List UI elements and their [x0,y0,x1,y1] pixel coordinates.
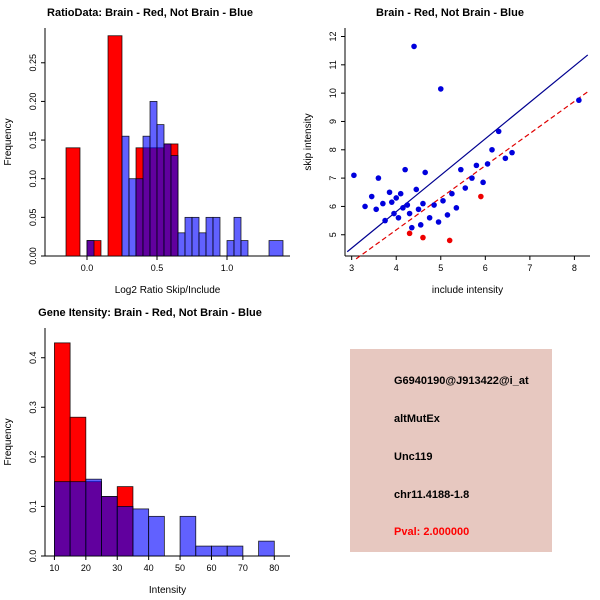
svg-text:skip intensity: skip intensity [303,113,314,170]
svg-text:3: 3 [349,263,354,273]
svg-text:Brain - Red, Not Brain - Blue: Brain - Red, Not Brain - Blue [376,7,524,19]
svg-text:8: 8 [328,147,338,152]
svg-text:8: 8 [572,263,577,273]
svg-text:60: 60 [206,563,216,573]
svg-text:Intensity: Intensity [149,585,186,596]
svg-text:1.0: 1.0 [221,263,234,273]
info-panel-cell: G6940190@J913422@i_at altMutEx Unc119 ch… [300,300,600,600]
svg-text:0.5: 0.5 [151,263,164,273]
intensity-histogram-panel: Gene Itensity: Brain - Red, Not Brain - … [0,300,300,600]
svg-text:10: 10 [328,88,338,98]
ratio-histogram-chart: RatioData: Brain - Red, Not Brain - Blue… [3,7,290,296]
chromosome-location-text: chr11.4188-1.8 [394,489,470,501]
info-panel: G6940190@J913422@i_at altMutEx Unc119 ch… [350,349,552,552]
svg-text:0.3: 0.3 [28,401,38,414]
pval-text: Pval: 2.000000 [394,526,470,538]
svg-text:4: 4 [394,263,399,273]
svg-text:0.0: 0.0 [81,263,94,273]
svg-text:9: 9 [328,119,338,124]
svg-text:5: 5 [328,232,338,237]
svg-text:Frequency: Frequency [3,418,14,465]
svg-text:6: 6 [328,204,338,209]
event-type-text: altMutEx [394,413,440,425]
svg-text:80: 80 [269,563,279,573]
svg-text:0.1: 0.1 [28,500,38,513]
svg-text:40: 40 [144,563,154,573]
svg-text:11: 11 [328,60,338,69]
svg-text:5: 5 [438,263,443,273]
gene-intensity-histogram-chart: Gene Itensity: Brain - Red, Not Brain - … [3,307,290,596]
svg-text:0.10: 0.10 [28,170,38,188]
svg-text:20: 20 [81,563,91,573]
ratio-histogram-panel: RatioData: Brain - Red, Not Brain - Blue… [0,0,300,300]
svg-text:0.05: 0.05 [28,209,38,227]
svg-text:7: 7 [527,263,532,273]
svg-text:6: 6 [483,263,488,273]
svg-text:Log2 Ratio Skip/Include: Log2 Ratio Skip/Include [115,285,221,296]
svg-text:0.25: 0.25 [28,54,38,72]
svg-text:0.2: 0.2 [28,451,38,464]
svg-text:Frequency: Frequency [3,118,14,165]
gene-name-text: Unc119 [394,451,433,463]
svg-text:7: 7 [328,176,338,181]
svg-text:30: 30 [112,563,122,573]
svg-text:0.20: 0.20 [28,93,38,111]
scatter-panel: Brain - Red, Not Brain - Blue 3 4 5 6 7 8 5 6 7 8 9… [300,0,600,300]
skip-include-scatter-chart: Brain - Red, Not Brain - Blue 3 4 5 6 7 8 5 6 7 8 9… [303,7,590,296]
probe-id-text: G6940190@J913422@i_at [394,375,529,387]
svg-text:include intensity: include intensity [432,285,503,296]
svg-text:10: 10 [49,563,59,573]
svg-text:50: 50 [175,563,185,573]
svg-text:0.00: 0.00 [28,247,38,265]
svg-text:70: 70 [238,563,248,573]
svg-text:12: 12 [328,31,338,41]
svg-text:0.0: 0.0 [28,550,38,563]
svg-text:Gene Itensity: Brain - Red, No: Gene Itensity: Brain - Red, Not Brain - … [38,307,262,319]
svg-text:0.4: 0.4 [28,351,38,364]
svg-text:0.15: 0.15 [28,131,38,149]
svg-text:RatioData: Brain - Red, Not Br: RatioData: Brain - Red, Not Brain - Blue [47,7,253,19]
